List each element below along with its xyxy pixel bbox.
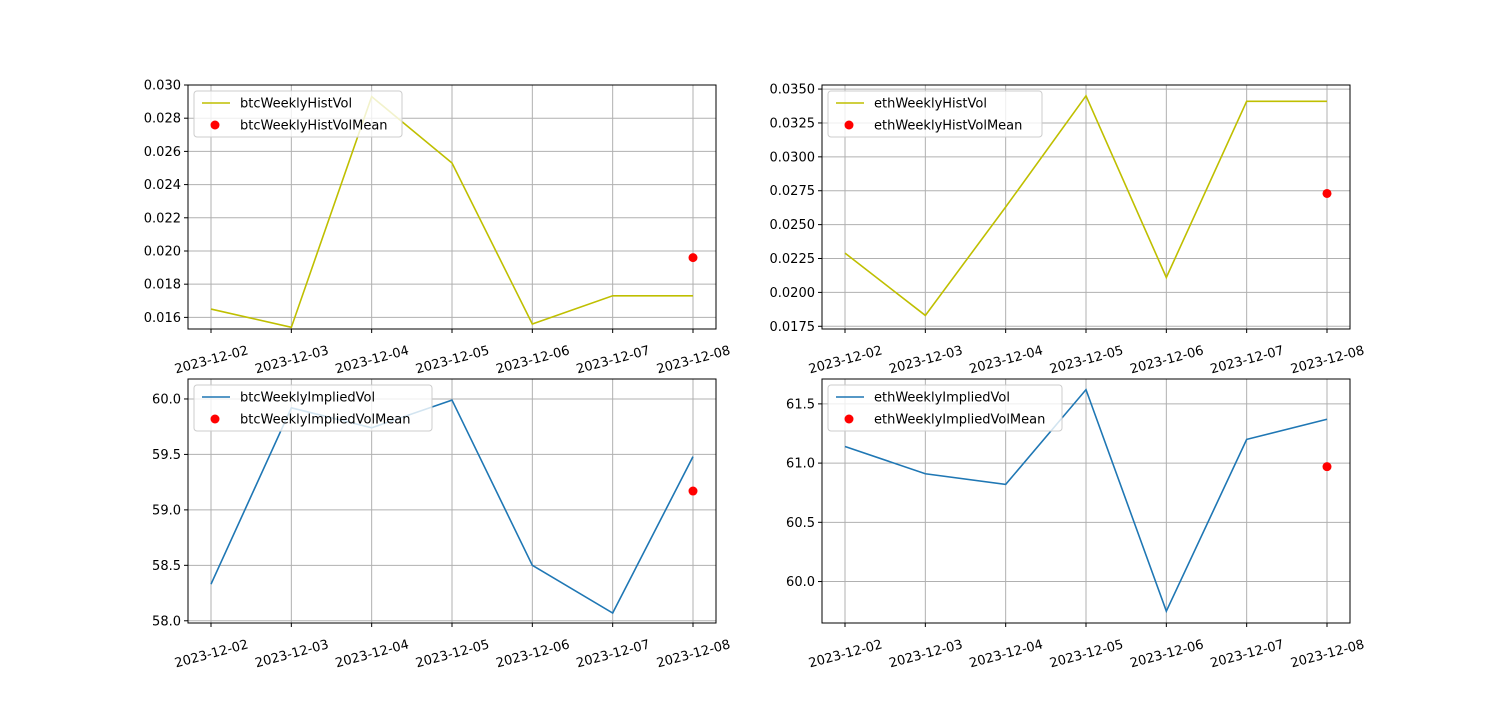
x-tick-label: 2023-12-07 xyxy=(575,637,652,671)
y-tick-label: 0.0250 xyxy=(770,218,816,233)
y-tick-label: 58.0 xyxy=(152,614,181,629)
legend-label: btcWeeklyHistVolMean xyxy=(240,119,388,134)
x-tick-label: 2023-12-05 xyxy=(1048,637,1125,671)
y-tick-label: 59.5 xyxy=(152,448,181,463)
legend-label: btcWeeklyImpliedVolMean xyxy=(240,413,411,428)
y-tick-label: 60.0 xyxy=(152,392,181,407)
x-tick-label: 2023-12-02 xyxy=(807,343,884,377)
legend-marker-swatch xyxy=(844,120,854,130)
x-tick-label: 2023-12-04 xyxy=(334,343,411,377)
y-tick-label: 61.0 xyxy=(786,457,815,472)
legend: ethWeeklyHistVol ethWeeklyHistVolMean xyxy=(827,90,1043,138)
legend-label: ethWeeklyHistVol xyxy=(874,97,987,112)
y-tick-label: 61.5 xyxy=(786,397,815,412)
x-tick-label: 2023-12-07 xyxy=(575,343,652,377)
y-tick-label: 60.5 xyxy=(786,516,815,531)
y-tick-label: 0.0200 xyxy=(770,286,816,301)
legend-label: ethWeeklyImpliedVol xyxy=(874,391,1010,406)
x-tick-label: 2023-12-04 xyxy=(968,343,1045,377)
x-tick-label: 2023-12-07 xyxy=(1209,343,1286,377)
subplot-2: 0.0175 0.0200 0.0225 0.0250 0.0275 0.0300 0.03… xyxy=(770,83,1367,378)
x-tick-label: 2023-12-08 xyxy=(655,637,732,671)
x-tick-label: 2023-12-06 xyxy=(1128,343,1205,377)
x-tick-label: 2023-12-08 xyxy=(1289,637,1366,671)
scatter-point-ethWeeklyHistVolMean xyxy=(1322,188,1332,198)
y-tick-label: 0.018 xyxy=(144,278,181,293)
scatter-point-btcWeeklyHistVolMean xyxy=(688,253,698,263)
series-line-ethWeeklyHistVol xyxy=(844,94,1327,317)
y-tick-label: 0.020 xyxy=(144,244,181,259)
legend-label: ethWeeklyImpliedVolMean xyxy=(874,413,1045,428)
x-tick-label: 2023-12-08 xyxy=(1289,343,1366,377)
legend-box xyxy=(193,384,433,432)
x-tick-label: 2023-12-02 xyxy=(807,637,884,671)
x-tick-label: 2023-12-02 xyxy=(173,343,250,377)
subplot-1: 0.016 0.018 0.020 0.022 0.024 0.026 0.028 0.030… xyxy=(144,79,732,378)
legend-label: btcWeeklyHistVol xyxy=(240,97,352,112)
y-tick-label: 59.0 xyxy=(152,503,181,518)
x-tick-label: 2023-12-04 xyxy=(968,637,1045,671)
x-tick-label: 2023-12-04 xyxy=(334,637,411,671)
scatter-point-btcWeeklyImpliedVolMean xyxy=(688,486,698,496)
y-tick-label: 0.0225 xyxy=(770,252,816,267)
y-tick-label: 60.0 xyxy=(786,575,815,590)
x-tick-label: 2023-12-03 xyxy=(253,343,330,377)
legend: ethWeeklyImpliedVol ethWeeklyImpliedVolMe… xyxy=(827,384,1063,432)
x-tick-label: 2023-12-06 xyxy=(1128,637,1205,671)
legend-marker-swatch xyxy=(210,414,220,424)
y-tick-label: 0.026 xyxy=(144,145,181,160)
x-tick-label: 2023-12-08 xyxy=(655,343,732,377)
y-tick-label: 0.028 xyxy=(144,112,181,127)
scatter-point-ethWeeklyImpliedVolMean xyxy=(1322,462,1332,472)
series-line-btcWeeklyHistVol xyxy=(210,95,693,329)
y-tick-label: 0.0175 xyxy=(770,320,816,335)
legend-label: ethWeeklyHistVolMean xyxy=(874,119,1022,134)
x-tick-label: 2023-12-03 xyxy=(887,637,964,671)
legend-box xyxy=(193,90,403,138)
legend-box xyxy=(827,384,1063,432)
x-tick-label: 2023-12-02 xyxy=(173,637,250,671)
subplot-3: 58.0 58.5 59.0 59.5 60.0 2023-12-02 2023-12-03… xyxy=(152,378,732,671)
legend: btcWeeklyImpliedVol btcWeeklyImpliedVolMe… xyxy=(193,384,433,432)
x-tick-label: 2023-12-05 xyxy=(414,637,491,671)
y-tick-label: 0.024 xyxy=(144,178,181,193)
y-tick-label: 58.5 xyxy=(152,559,181,574)
x-tick-label: 2023-12-06 xyxy=(494,637,571,671)
x-tick-label: 2023-12-07 xyxy=(1209,637,1286,671)
y-tick-label: 0.0300 xyxy=(770,150,816,165)
y-tick-label: 0.0275 xyxy=(770,184,816,199)
legend-marker-swatch xyxy=(844,414,854,424)
y-tick-label: 0.0350 xyxy=(770,83,816,98)
series-line-ethWeeklyImpliedVol xyxy=(844,388,1328,614)
x-tick-label: 2023-12-03 xyxy=(887,343,964,377)
legend-marker-swatch xyxy=(210,120,220,130)
y-tick-label: 0.030 xyxy=(144,79,181,94)
x-tick-label: 2023-12-05 xyxy=(1048,343,1125,377)
y-tick-label: 0.0325 xyxy=(770,116,816,131)
x-tick-label: 2023-12-03 xyxy=(253,637,330,671)
legend-label: btcWeeklyImpliedVol xyxy=(240,391,375,406)
x-tick-label: 2023-12-06 xyxy=(494,343,571,377)
legend-box xyxy=(827,90,1043,138)
x-tick-label: 2023-12-05 xyxy=(414,343,491,377)
legend: btcWeeklyHistVol btcWeeklyHistVolMean xyxy=(193,90,403,138)
y-tick-label: 0.022 xyxy=(144,211,181,226)
y-tick-label: 0.016 xyxy=(144,311,181,326)
